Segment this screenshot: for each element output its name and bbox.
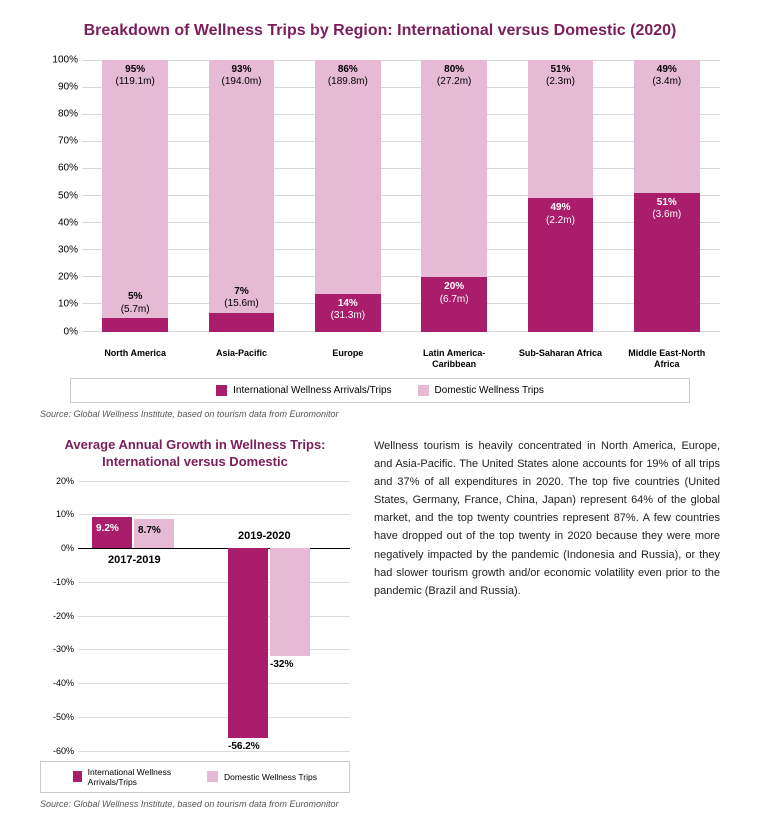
dom-label: 95%(119.1m) [102, 64, 168, 89]
y-tick: 80% [40, 108, 78, 119]
growth-chart: 9.2%8.7%-56.2%-32%2017-20192019-2020 -60… [40, 481, 350, 751]
bar-label: 8.7% [138, 525, 161, 536]
intl-label: 14%(31.3m) [315, 298, 381, 323]
y-tick: 90% [40, 81, 78, 92]
y-tick: 20% [40, 272, 78, 283]
y-tick: 100% [40, 54, 78, 65]
bar: -32% [270, 548, 310, 656]
dom-label: 93%(194.0m) [209, 64, 275, 89]
x-category: Latin America-Caribbean [401, 344, 507, 370]
bar: 8.7% [134, 519, 174, 548]
x-category: Asia-Pacific [188, 344, 294, 370]
period-label: 2017-2019 [108, 554, 161, 566]
region-chart: 0%10%20%30%40%50%60%70%80%90%100% 95%(11… [40, 60, 720, 370]
x-category: North America [82, 344, 188, 370]
y-tick: 10% [40, 299, 78, 310]
y-tick: -60% [40, 746, 74, 756]
dom-label: 80%(27.2m) [421, 64, 487, 89]
chart2-source: Source: Global Wellness Institute, based… [40, 799, 350, 809]
y-tick: 0% [40, 543, 74, 553]
dom-label: 51%(2.3m) [528, 64, 594, 89]
y-tick: 50% [40, 190, 78, 201]
y-tick: 10% [40, 509, 74, 519]
chart2-title: Average Annual Growth in Wellness Trips:… [40, 437, 350, 471]
dom-label: 49%(3.4m) [634, 64, 700, 89]
x-category: Sub-Saharan Africa [507, 344, 613, 370]
y-tick: -40% [40, 678, 74, 688]
body-paragraph: Wellness tourism is heavily concentrated… [374, 437, 720, 809]
y-tick: -30% [40, 644, 74, 654]
chart1-legend: International Wellness Arrivals/Trips Do… [70, 378, 690, 403]
chart2-legend: International Wellness Arrivals/Trips Do… [40, 761, 350, 793]
bar-label: 9.2% [96, 523, 119, 534]
chart1-title: Breakdown of Wellness Trips by Region: I… [30, 20, 730, 42]
y-tick: -10% [40, 577, 74, 587]
y-tick: 20% [40, 476, 74, 486]
dom-label: 86%(189.8m) [315, 64, 381, 89]
y-tick: 40% [40, 217, 78, 228]
intl-label: 20%(6.7m) [421, 281, 487, 306]
legend-intl: International Wellness Arrivals/Trips [216, 385, 391, 396]
x-category: Europe [295, 344, 401, 370]
intl-label: 51%(3.6m) [634, 197, 700, 222]
y-tick: -20% [40, 611, 74, 621]
y-tick: -50% [40, 712, 74, 722]
x-category: Middle East-North Africa [614, 344, 720, 370]
y-tick: 70% [40, 136, 78, 147]
bar-label: -32% [270, 659, 293, 670]
y-tick: 0% [40, 326, 78, 337]
intl-label: 5%(5.7m) [102, 291, 168, 316]
legend2-dom: Domestic Wellness Trips [207, 767, 317, 787]
bar: -56.2% [228, 548, 268, 738]
y-tick: 30% [40, 244, 78, 255]
bar: 9.2% [92, 517, 132, 548]
period-label: 2019-2020 [238, 530, 291, 542]
legend-dom: Domestic Wellness Trips [418, 385, 544, 396]
bar-label: -56.2% [228, 741, 260, 752]
intl-label: 49%(2.2m) [528, 202, 594, 227]
intl-label: 7%(15.6m) [209, 286, 275, 311]
legend2-intl: International Wellness Arrivals/Trips [73, 767, 193, 787]
chart1-source: Source: Global Wellness Institute, based… [40, 409, 720, 419]
y-tick: 60% [40, 163, 78, 174]
